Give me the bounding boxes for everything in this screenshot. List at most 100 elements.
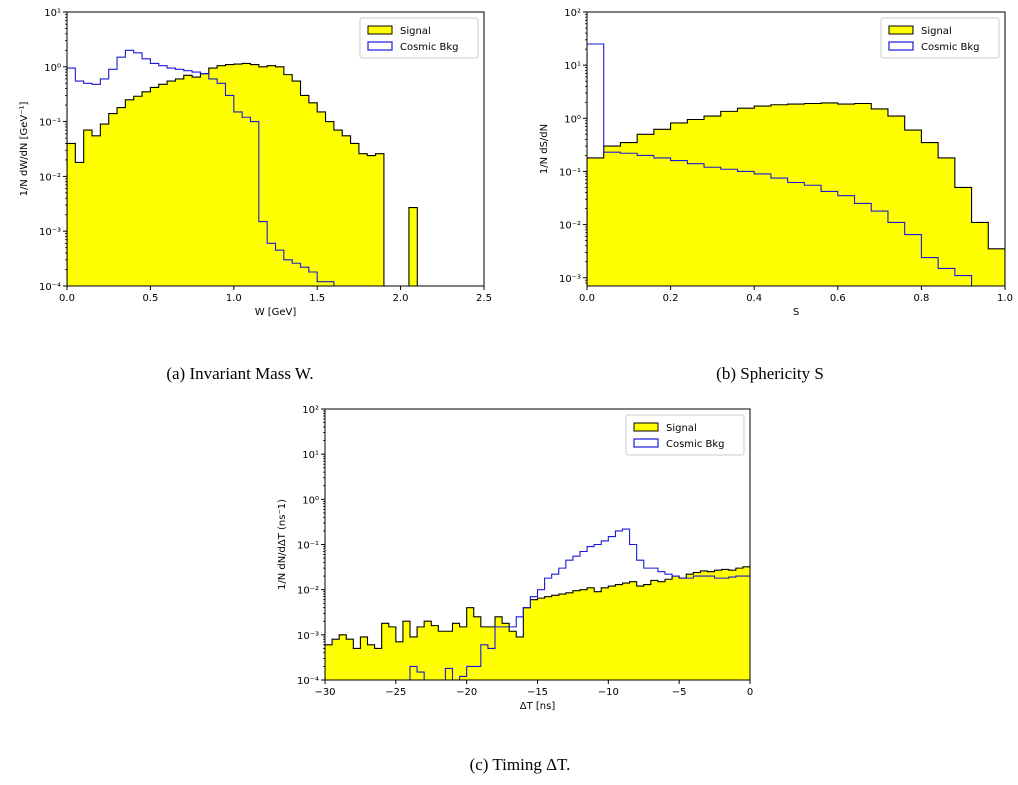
x-tick-label: −5 xyxy=(672,687,687,698)
legend-label: Cosmic Bkg xyxy=(921,42,980,53)
bar xyxy=(771,556,778,680)
figure-caption: (b) Sphericity S xyxy=(716,364,824,383)
series-signal xyxy=(587,102,1005,286)
bar xyxy=(988,248,1005,286)
bar xyxy=(643,584,652,680)
bar xyxy=(954,187,972,286)
bar xyxy=(346,639,354,680)
y-tick-label: 10⁻² xyxy=(297,586,319,597)
bar xyxy=(175,78,185,286)
x-axis-label: S xyxy=(793,307,799,318)
bar xyxy=(800,543,807,680)
bar xyxy=(367,155,376,286)
legend-label: Signal xyxy=(400,26,431,37)
bar xyxy=(742,566,750,680)
bar xyxy=(700,570,708,680)
x-tick-label: 0.5 xyxy=(142,293,158,304)
bar xyxy=(502,623,510,680)
bar xyxy=(750,565,757,680)
y-tick-label: 10⁰ xyxy=(302,495,319,506)
x-tick-label: 2.0 xyxy=(393,293,409,304)
legend-label: Signal xyxy=(666,423,697,434)
bar xyxy=(200,73,210,286)
bar xyxy=(308,102,318,286)
bar xyxy=(125,99,135,286)
bar xyxy=(565,592,574,680)
plot-area xyxy=(587,43,1005,286)
series-outline xyxy=(366,528,750,680)
bar xyxy=(938,157,956,286)
bar xyxy=(108,113,118,286)
bar xyxy=(225,64,235,286)
bar xyxy=(793,546,800,680)
bar xyxy=(100,124,109,286)
y-axis-label: 1/N dN/dΔT (ns⁻1) xyxy=(277,499,288,590)
y-tick-label: 10⁰ xyxy=(564,114,581,125)
bar xyxy=(388,626,397,680)
bar xyxy=(367,644,375,680)
y-tick-label: 10¹ xyxy=(44,8,61,19)
bar xyxy=(885,568,892,680)
bar xyxy=(495,616,503,680)
bar xyxy=(353,648,361,680)
bar xyxy=(665,579,673,680)
legend-swatch xyxy=(888,41,914,51)
bar xyxy=(233,64,243,286)
legend-label: Signal xyxy=(921,26,952,37)
y-tick-label: 10⁻¹ xyxy=(559,167,581,178)
bar xyxy=(537,598,545,680)
bar xyxy=(267,65,276,286)
bar xyxy=(814,537,821,680)
bar xyxy=(150,87,160,286)
y-tick-label: 10⁻² xyxy=(39,172,61,183)
plot-area xyxy=(67,49,418,286)
x-tick-label: 1.0 xyxy=(226,293,242,304)
bar xyxy=(721,569,730,680)
bar xyxy=(637,134,655,286)
bar xyxy=(587,587,595,680)
bar xyxy=(615,584,623,680)
bar xyxy=(117,107,126,286)
x-axis-label: W [GeV] xyxy=(255,307,297,318)
series-outline xyxy=(67,62,418,286)
bar xyxy=(142,91,151,286)
bar xyxy=(325,644,333,680)
axes-frame xyxy=(586,11,1006,287)
bar xyxy=(325,121,335,286)
bar xyxy=(670,122,688,286)
x-axis-label: ΔT [ns] xyxy=(520,701,556,712)
x-tick-label: 0.8 xyxy=(913,293,929,304)
x-tick-label: 0 xyxy=(747,687,753,698)
series-cosmic-bkg xyxy=(67,49,335,286)
bar xyxy=(587,157,605,286)
legend-swatch xyxy=(888,25,914,35)
bar xyxy=(572,590,581,680)
y-tick-label: 10¹ xyxy=(564,61,581,72)
bar xyxy=(629,581,637,680)
bar xyxy=(217,65,226,286)
bar xyxy=(757,562,764,680)
y-axis-label: 1/N dS/dN xyxy=(539,124,550,174)
bar xyxy=(360,636,368,680)
bar xyxy=(971,222,989,286)
bar xyxy=(431,625,439,680)
y-axis-label: 1/N dW/dN [GeV⁻¹] xyxy=(19,101,30,196)
bar xyxy=(878,562,885,680)
bar xyxy=(770,104,788,286)
bar xyxy=(787,104,805,286)
bar xyxy=(242,63,251,286)
bar xyxy=(653,129,671,286)
bar xyxy=(381,623,390,680)
bar xyxy=(657,581,666,680)
series-outline xyxy=(587,102,1005,286)
bar xyxy=(466,607,475,680)
bar xyxy=(856,543,863,680)
bar xyxy=(679,578,687,680)
bar xyxy=(544,596,552,680)
bar xyxy=(778,553,785,680)
series-outline xyxy=(67,49,335,286)
bar xyxy=(601,587,609,680)
bar xyxy=(300,95,310,286)
bar xyxy=(350,143,360,286)
y-tick-label: 10⁻¹ xyxy=(39,118,61,129)
